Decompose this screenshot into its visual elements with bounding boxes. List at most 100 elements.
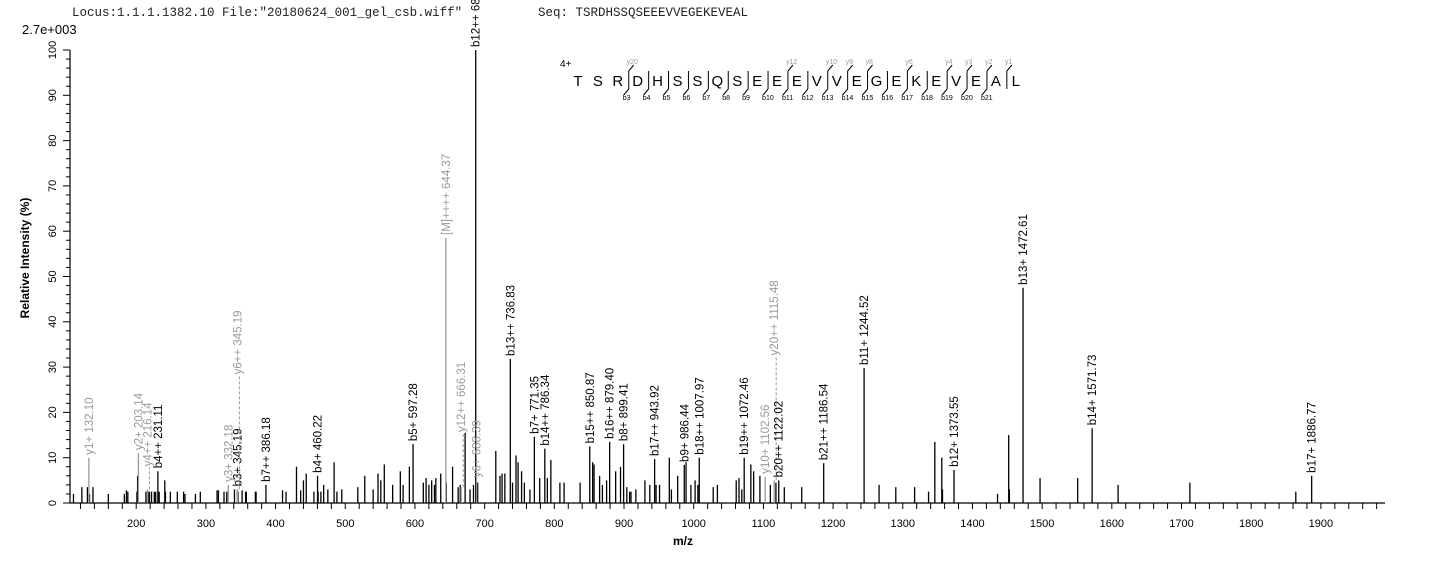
y-tick-label: 80 [47,134,59,146]
y-ion-mark [966,64,973,72]
residue: E [792,73,802,90]
residue: Q [711,73,723,90]
peak-label: b19++ 1072.46 [739,377,751,454]
b-ion-mark [782,88,789,96]
x-axis-label: m/z [673,534,693,548]
peak-label: b13++ 736.83 [505,285,517,356]
x-tick-label: 1800 [1239,518,1263,530]
y-ion-mark [847,64,854,72]
y-ion-label: y2 [985,59,993,66]
b-ion-mark [623,88,630,96]
seq-label: Seq: [538,6,569,20]
peak-label: y20++ 1115.48 [769,280,781,355]
residue: K [911,73,921,90]
b-ion-mark [961,88,968,96]
sequence-text: TSRDHSSQSEEEVVEGEKEVEAL [575,6,749,20]
b-ion-label: b3 [623,95,631,102]
x-tick-label: 600 [406,518,424,530]
charge-state: 4+ [560,59,572,70]
b-ion-mark [981,88,988,96]
b-ion-label: b21 [981,95,993,102]
b-ion-label: b20 [961,95,973,102]
b-ion-label: b14 [842,95,854,102]
b-ion-label: b19 [941,95,953,102]
residue: H [652,73,663,90]
residue: E [752,73,762,90]
x-tick-label: 1100 [752,518,776,530]
y-tick-label: 20 [47,406,59,418]
b-ion-label: b11 [782,95,793,102]
b-ion-mark [882,88,888,96]
x-tick-label: 700 [475,518,493,530]
x-tick-label: 800 [545,518,563,530]
y-ion-label: y12 [786,59,797,66]
b-ion-mark [802,88,809,96]
residue: V [812,73,822,90]
x-tick-label: 1700 [1169,518,1193,530]
residue: S [732,73,742,90]
y-ion-label: y10 [826,59,837,66]
peak-label: b3+ 345.19 [232,429,244,487]
b-ion-mark [722,88,729,96]
y-ion-mark [787,64,794,72]
y-ion-label: y9 [846,59,854,66]
x-tick-label: 200 [127,518,145,530]
b-ion-label: b17 [901,95,913,102]
fragment-map: 4+T S R D H S S Q S E E E V V E G E K E V E A Lb3 b4 b5 b6 b7 b8 b9 b… [560,59,1020,102]
b-ion-mark [941,88,948,96]
b-ion-mark [862,88,868,96]
x-tick-label: 1600 [1100,518,1124,530]
y-tick-label: 100 [47,41,59,59]
b-ion-label: b16 [881,95,893,102]
residue: D [632,73,643,90]
residue: G [871,73,883,90]
peak-label: b20++ 1122.02 [774,401,786,478]
x-tick-label: 1400 [960,518,984,530]
y-tick-label: 70 [47,180,59,192]
peak-label: b14++ 786.34 [540,374,552,446]
y-ion-label: y6 [905,59,913,66]
b-ion-mark [663,88,669,96]
b-ion-label: b7 [702,95,710,102]
b-ion-label: b9 [742,95,750,102]
peak-label: b11+ 1244.52 [859,295,871,365]
y-tick-label: 30 [47,361,59,373]
x-tick-label: 1500 [1030,518,1054,530]
peak-label: b16++ 879.40 [605,368,617,439]
residue: V [832,73,842,90]
peak-label: b14+ 1571.73 [1087,355,1099,426]
x-tick-label: 400 [266,518,284,530]
b-ion-label: b18 [921,95,933,102]
peak-label: y4++ 216.14 [142,402,154,467]
b-ion-mark [822,88,829,96]
residue: E [891,73,901,90]
residue: V [951,73,961,90]
b-ion-mark [702,88,709,96]
y-ion-label: y8 [866,59,874,66]
peak-label: y3+ 332.18 [223,425,235,482]
y-axis-label: Relative Intensity (%) [18,198,32,319]
peak-label: b13+ 1472.61 [1018,214,1030,285]
y-ion-label: y3 [965,59,973,66]
peak-label: b15++ 850.87 [585,372,597,443]
x-tick-label: 900 [615,518,633,530]
axes: 200 300 400 500 600 700 800 900 1000 1100 1200 1300… [47,41,1385,530]
y-ion-mark [946,64,953,72]
peak-label: b8+ 899.41 [619,383,631,441]
peak-label: y2+ 203.14 [133,392,145,450]
peak-label: b12+ 1373.55 [949,396,961,467]
b-ion-mark [742,88,749,96]
b-ion-mark [683,88,689,96]
peak-label: b4+ 460.22 [313,415,325,473]
y-ion-mark [986,64,993,72]
peak-label: b7++ 386.18 [261,417,273,482]
residue: T [573,73,582,90]
y-ion-mark [827,64,834,72]
y-ion-mark [1006,64,1013,72]
y-tick-label: 60 [47,225,59,237]
peak-label: b17+ 1886.77 [1307,402,1319,473]
residue: A [991,73,1001,90]
b-ion-label: b5 [663,95,671,102]
